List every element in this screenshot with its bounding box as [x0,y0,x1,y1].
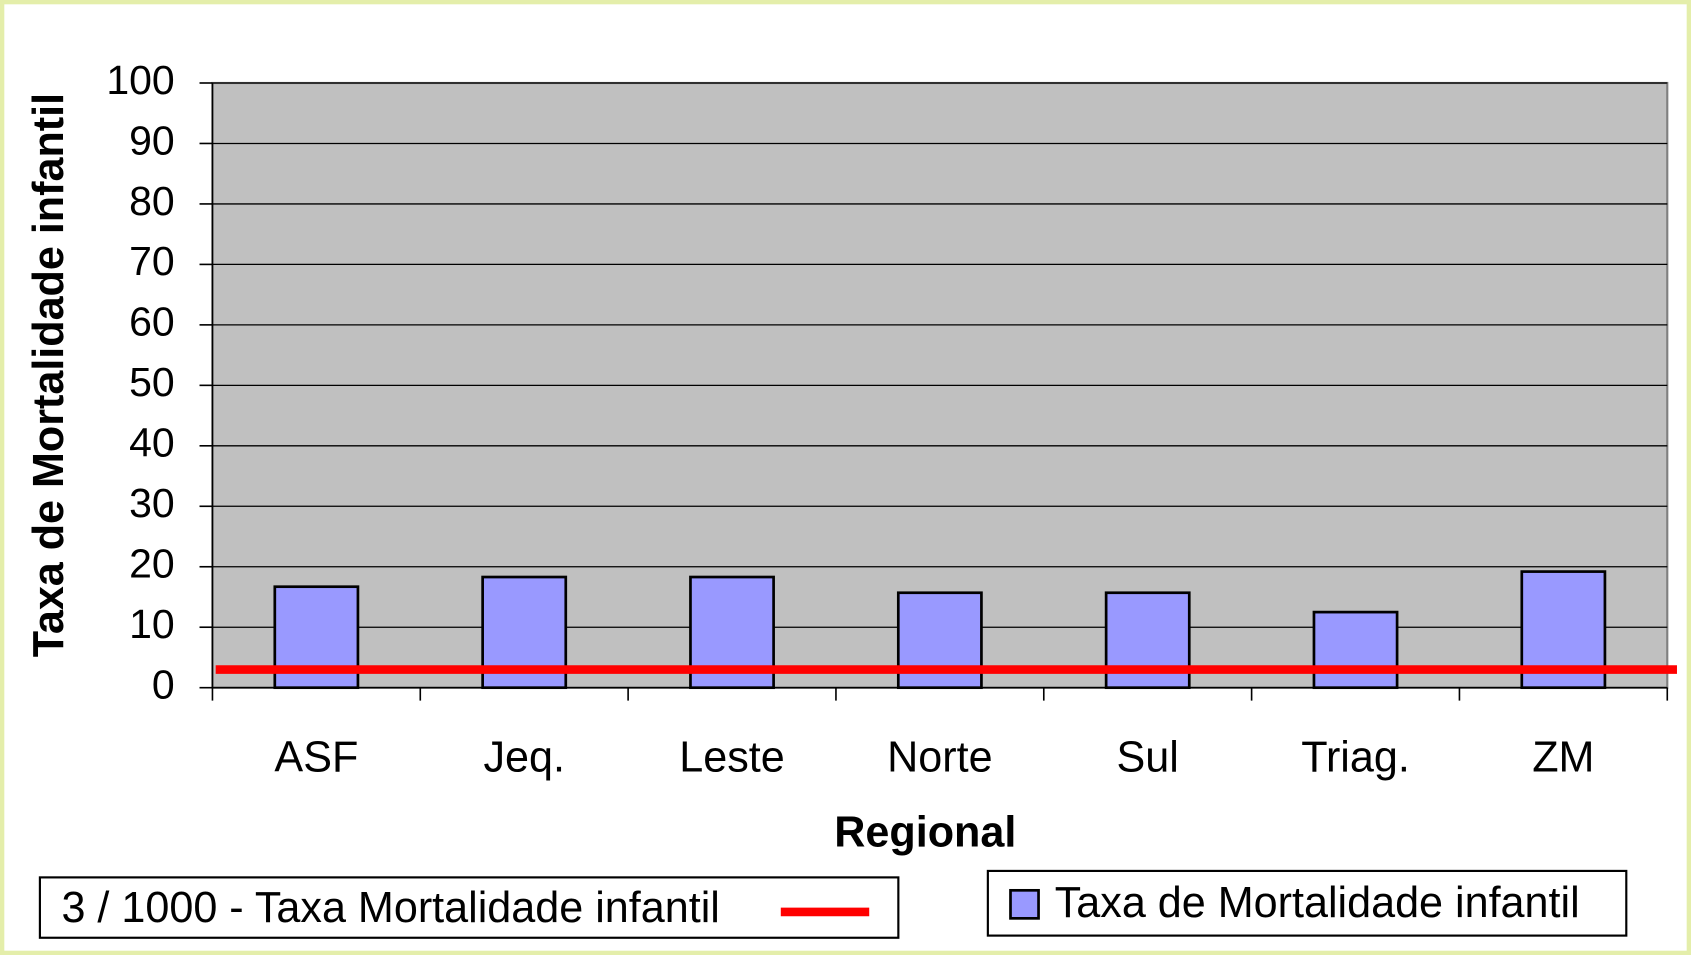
y-tick-label: 90 [129,117,175,163]
y-tick-label: 40 [129,420,175,466]
y-tick-label: 30 [129,480,175,526]
x-tick-label: ZM [1532,733,1594,781]
x-axis-title: Regional [834,809,1016,857]
reference-legend-box [38,876,900,939]
x-tick-label: Sul [1117,733,1179,781]
y-tick-label: 50 [129,359,175,405]
y-tick-label: 80 [129,178,175,224]
y-tick-label: 20 [129,541,175,587]
x-tick-label: ASF [274,733,358,781]
x-tick-label: Triag. [1301,733,1410,781]
legend-label: Taxa de Mortalidade infantil [1055,879,1580,927]
legend-swatch [1009,888,1040,920]
y-tick-label: 100 [106,57,174,103]
legend-box [986,869,1628,937]
y-axis-title: Taxa de Mortalidade infantil [25,93,73,657]
x-tick-label: Jeq. [483,733,565,781]
x-tick-label: Leste [679,733,784,781]
y-tick-label: 70 [129,238,175,284]
y-tick-label: 10 [129,601,175,647]
x-tick-label: Norte [887,733,992,781]
y-tick-label: 60 [129,299,175,345]
y-tick-label: 0 [152,662,175,708]
reference-legend-label: 3 / 1000 - Taxa Mortalidade infantil [61,884,719,932]
bar [1312,610,1399,690]
